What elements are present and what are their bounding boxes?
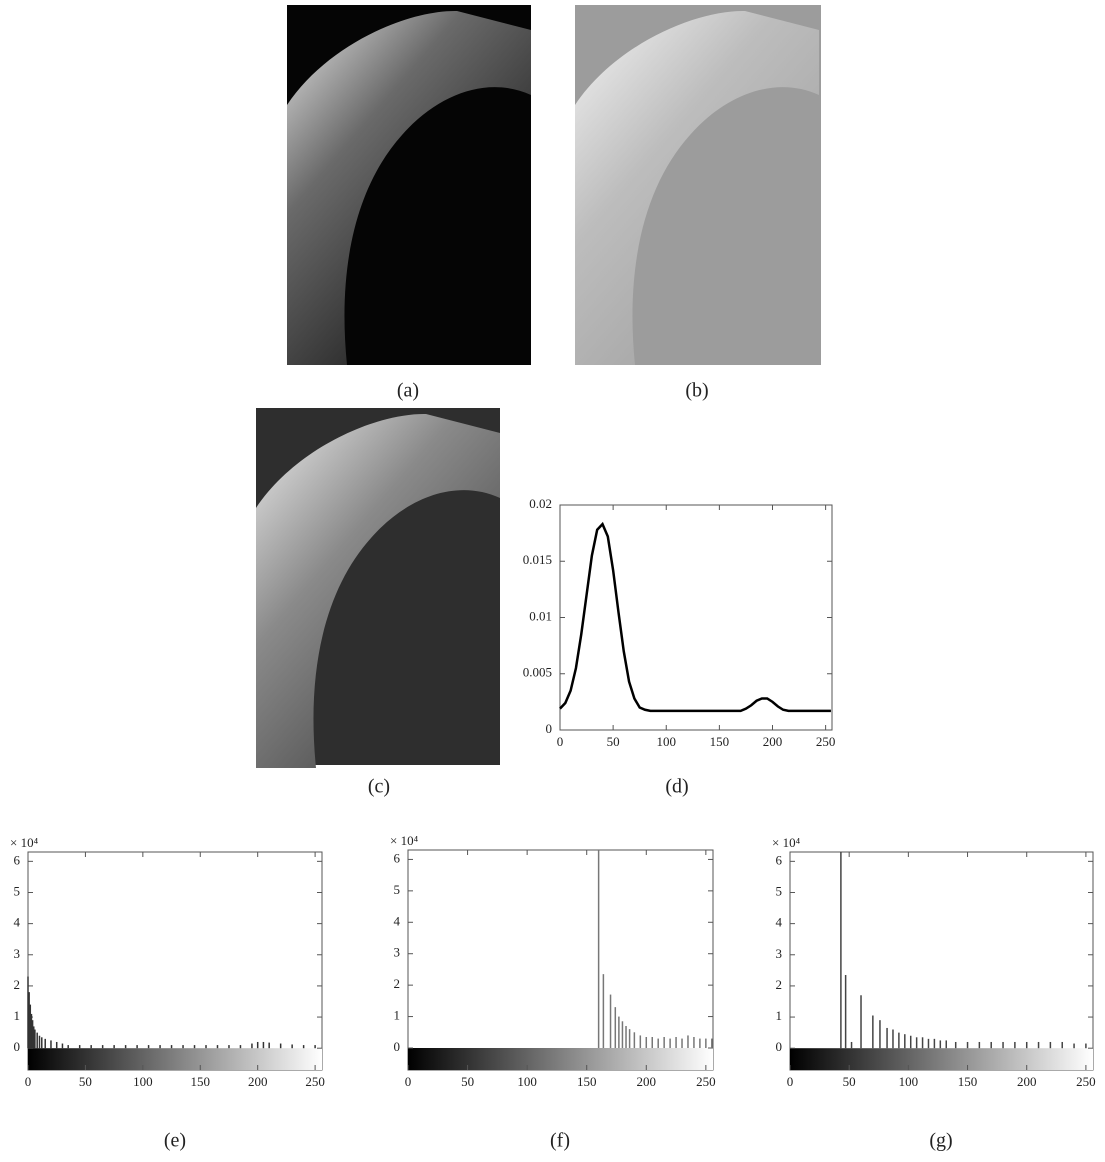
x-tick-label: 200: [763, 734, 783, 749]
y-tick-label: 2: [394, 976, 401, 991]
x-tick-label: 50: [843, 1074, 856, 1089]
x-tick-label: 250: [816, 734, 836, 749]
y-tick-label: 4: [776, 915, 783, 930]
x-tick-label: 150: [958, 1074, 978, 1089]
y-tick-label: 0.02: [529, 496, 552, 511]
y-tick-label: 2: [776, 977, 783, 992]
y-tick-label: 1: [776, 1008, 783, 1023]
y-tick-label: 5: [14, 883, 21, 898]
caption: (c): [368, 776, 390, 798]
plot-frame: [559, 504, 833, 731]
x-tick-label: 200: [1017, 1074, 1037, 1089]
y-tick-label: 1: [14, 1008, 21, 1023]
caption: (b): [685, 380, 708, 402]
caption: (e): [164, 1130, 186, 1152]
y-tick-label: 6: [14, 852, 21, 867]
caption: (d): [665, 776, 688, 798]
y-tick-label: 0.01: [529, 608, 552, 623]
y-tick-label: 0: [546, 721, 553, 736]
x-tick-label: 0: [405, 1074, 412, 1089]
y-tick-label: 6: [776, 852, 783, 867]
caption: (f): [550, 1130, 570, 1152]
caption: (g): [929, 1130, 952, 1152]
x-tick-label: 200: [637, 1074, 657, 1089]
plot-frame: [789, 851, 1094, 1071]
x-tick-label: 150: [191, 1074, 211, 1089]
y-tick-label: 0: [776, 1039, 783, 1054]
x-tick-label: 0: [787, 1074, 794, 1089]
x-tick-label: 100: [899, 1074, 919, 1089]
x-tick-label: 250: [696, 1074, 716, 1089]
x-tick-label: 100: [517, 1074, 537, 1089]
y-tick-label: 2: [14, 977, 21, 992]
y-scale-label: × 10⁴: [772, 835, 801, 850]
x-tick-label: 50: [607, 734, 620, 749]
plot-frame: [407, 849, 714, 1071]
intensity-strip: [28, 1048, 322, 1070]
x-tick-label: 250: [1076, 1074, 1096, 1089]
x-tick-label: 100: [133, 1074, 153, 1089]
x-tick-label: 50: [79, 1074, 92, 1089]
caption: (a): [397, 380, 419, 402]
y-tick-label: 6: [394, 850, 401, 865]
y-tick-label: 0.005: [523, 665, 552, 680]
x-tick-label: 0: [557, 734, 564, 749]
image-c: [256, 408, 500, 768]
y-tick-label: 0: [14, 1039, 21, 1054]
y-tick-label: 5: [394, 882, 401, 897]
y-scale-label: × 10⁴: [390, 833, 419, 848]
x-tick-label: 150: [710, 734, 730, 749]
x-tick-label: 100: [657, 734, 677, 749]
y-tick-label: 0: [394, 1039, 401, 1054]
x-tick-label: 150: [577, 1074, 597, 1089]
x-tick-label: 0: [25, 1074, 32, 1089]
image-a: [287, 5, 531, 366]
y-tick-label: 1: [394, 1008, 401, 1023]
y-tick-label: 3: [14, 946, 21, 961]
y-tick-label: 5: [776, 883, 783, 898]
plot-frame: [27, 851, 323, 1071]
x-tick-label: 200: [248, 1074, 268, 1089]
intensity-strip: [408, 1048, 713, 1070]
y-tick-label: 4: [14, 915, 21, 930]
y-scale-label: × 10⁴: [10, 835, 39, 850]
y-tick-label: 3: [776, 946, 783, 961]
y-tick-label: 4: [394, 913, 401, 928]
x-tick-label: 50: [461, 1074, 474, 1089]
line: [559, 521, 831, 713]
intensity-strip: [790, 1048, 1093, 1070]
image-b: [575, 5, 821, 366]
y-tick-label: 0.015: [523, 552, 552, 567]
y-tick-label: 3: [394, 945, 401, 960]
x-tick-label: 250: [305, 1074, 325, 1089]
